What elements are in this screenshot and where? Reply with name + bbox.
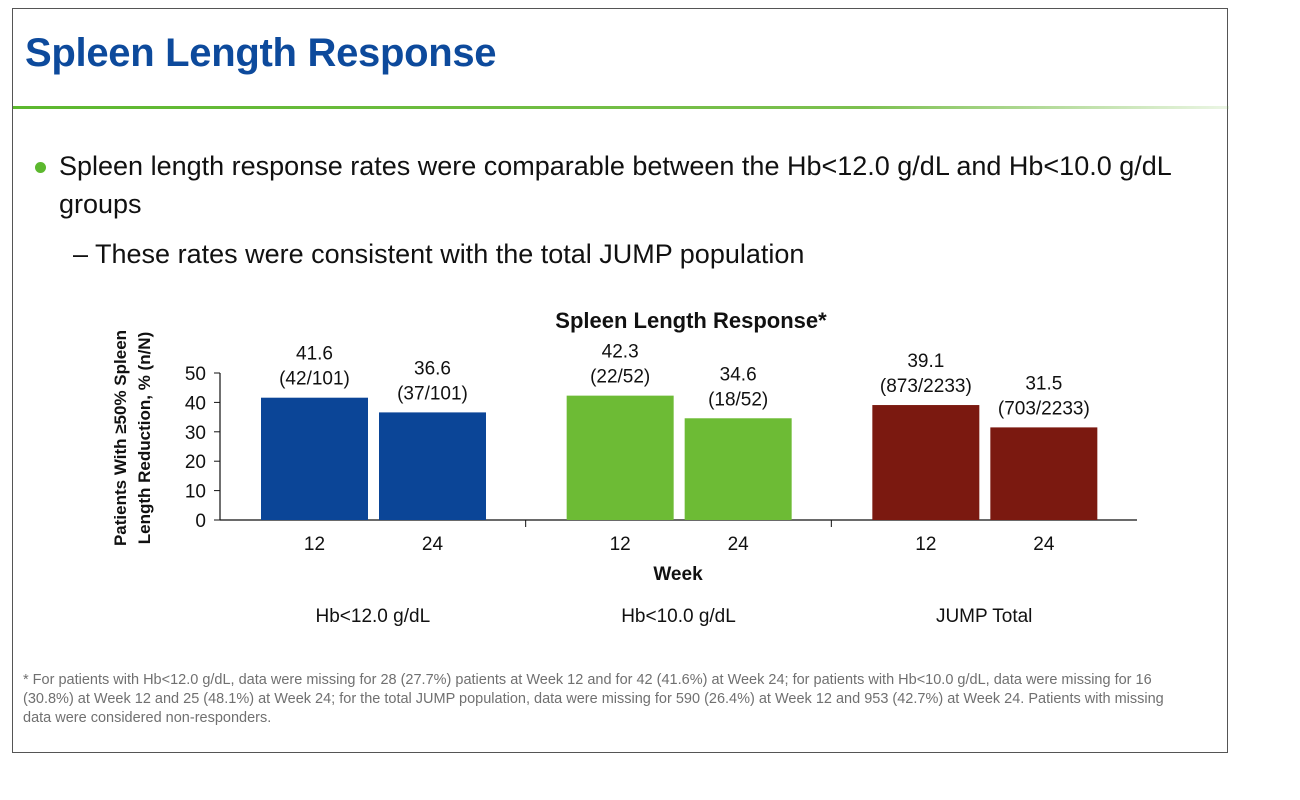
slide-title: Spleen Length Response <box>25 31 497 75</box>
bar-value-label: 42.3 <box>602 342 639 363</box>
bar-value-label: 39.1 <box>907 351 944 372</box>
bar-value-label: 36.6 <box>414 358 451 379</box>
slide: Spleen Length Response Spleen length res… <box>12 8 1229 753</box>
bar-count-label: (42/101) <box>279 369 350 390</box>
bar-count-label: (873/2233) <box>880 376 972 397</box>
bar-value-label: 34.6 <box>720 364 757 385</box>
y-tick-label: 20 <box>185 452 206 473</box>
x-tick-label: 12 <box>304 534 325 555</box>
bar <box>684 418 792 520</box>
y-tick-label: 0 <box>195 511 206 532</box>
x-tick-label: 24 <box>1033 534 1055 555</box>
y-axis-label-line-1: Patients With ≥50% Spleen <box>111 330 130 546</box>
group-label: Hb<10.0 g/dL <box>621 606 736 627</box>
sub-bullet: – These rates were consistent with the t… <box>73 239 805 269</box>
x-axis-label: Week <box>653 564 703 585</box>
bar-count-label: (22/52) <box>590 367 650 388</box>
y-tick-label: 40 <box>185 393 206 414</box>
y-tick-label: 30 <box>185 423 206 444</box>
x-tick-label: 12 <box>915 534 936 555</box>
bar-count-label: (37/101) <box>397 383 468 404</box>
y-tick-label: 50 <box>185 364 206 385</box>
y-tick-label: 10 <box>185 482 206 503</box>
bar <box>261 397 368 520</box>
y-axis-label-line-2: Length Reduction, % (n/N) <box>135 332 154 544</box>
group-label: Hb<12.0 g/dL <box>316 606 431 627</box>
footnote: * For patients with Hb<12.0 g/dL, data w… <box>23 672 1164 726</box>
plot-area: 0 10 20 30 40 50 41.6 (42/101) 12 36.6 (37/101) 24 H… <box>185 342 1137 627</box>
bar <box>872 405 980 520</box>
bar <box>379 412 486 520</box>
x-tick-label: 24 <box>728 534 750 555</box>
group-label: JUMP Total <box>936 606 1032 627</box>
bar <box>990 427 1098 520</box>
bar-value-label: 41.6 <box>296 344 333 365</box>
title-divider <box>13 106 1229 109</box>
bar-value-label: 31.5 <box>1025 373 1062 394</box>
bullet-text: Spleen length response rates were compar… <box>59 151 1171 219</box>
bar-chart: Spleen Length Response* Patients With ≥5… <box>111 308 1137 627</box>
x-tick-label: 24 <box>422 534 444 555</box>
x-tick-label: 12 <box>610 534 631 555</box>
bullet-point: Spleen length response rates were compar… <box>33 147 1203 223</box>
bar <box>566 395 674 520</box>
bar-count-label: (18/52) <box>708 389 768 410</box>
bullet-dot-icon <box>35 162 46 173</box>
bar-count-label: (703/2233) <box>998 398 1090 419</box>
chart-title: Spleen Length Response* <box>555 308 827 333</box>
